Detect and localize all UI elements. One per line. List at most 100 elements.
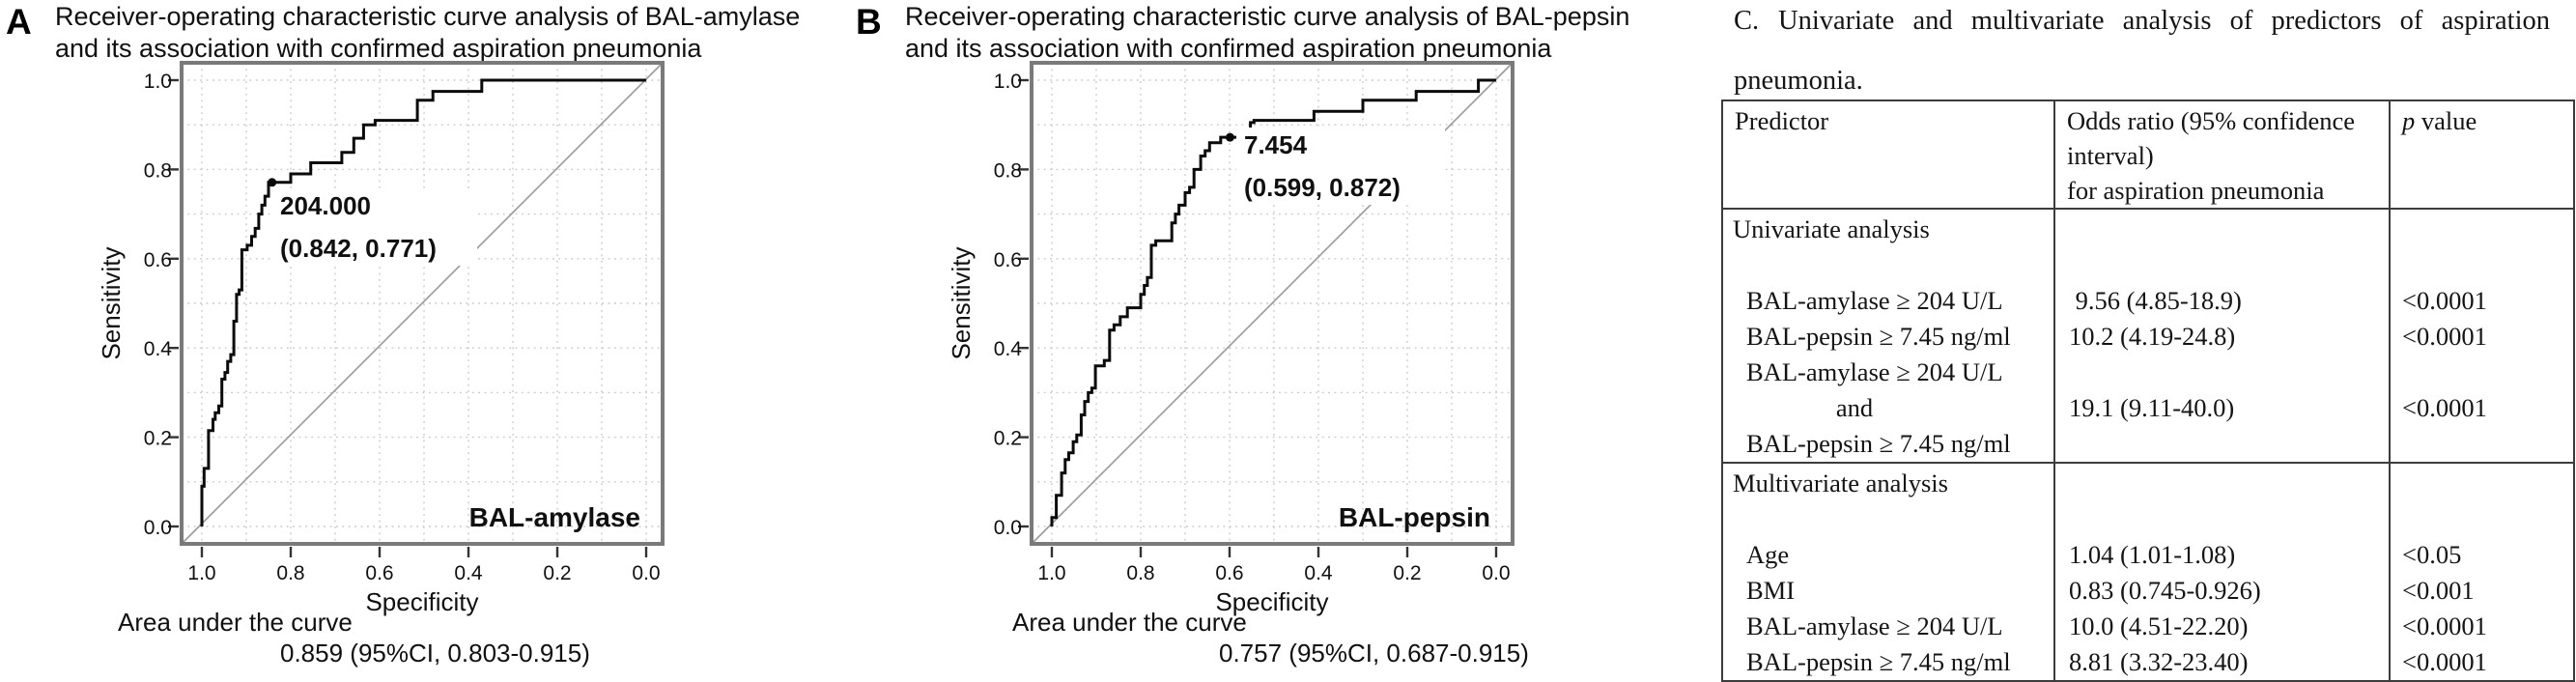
panel-a-title-line2: and its association with confirmed aspir… (55, 34, 702, 63)
odds-ratio-value: 9.56 (4.85-18.9) (2069, 286, 2242, 315)
predictor-line: BAL-amylase ≥ 204 U/L (1746, 611, 2003, 640)
p-value: <0.001 (2402, 576, 2475, 605)
x-tick-label: 0.8 (276, 562, 304, 584)
predictor-line: and (1835, 393, 1874, 422)
plot-frame (180, 61, 665, 546)
y-tick-label: 0.8 (994, 159, 1022, 182)
series-label: BAL-pepsin (1339, 502, 1490, 532)
annotation-backing (272, 188, 477, 266)
y-axis-title: Sensitivity (947, 246, 976, 359)
section-p-value-cell: <0.05 <0.001 <0.0001 <0.0001 (2389, 462, 2575, 682)
predictor-line: Age (1746, 540, 1790, 569)
predictor-line: BAL-pepsin ≥ 7.45 ng/ml (1746, 322, 2011, 351)
cutoff-coords-label: (0.599, 0.872) (1244, 173, 1401, 202)
spacer-line (2055, 466, 2389, 501)
x-tick-label: 0.8 (1126, 562, 1154, 584)
odds-ratio-value: 19.1 (9.11-40.0) (2069, 393, 2235, 422)
panel-b-title: Receiver-operating characteristic curve … (905, 1, 1678, 65)
p-value: <0.0001 (2402, 393, 2487, 422)
y-tick-label: 0.0 (994, 517, 1022, 539)
predictors-table: Predictor Odds ratio (95% confidence int… (1721, 99, 2575, 682)
table-header-row: Predictor Odds ratio (95% confidence int… (1721, 99, 2575, 210)
p-value: <0.0001 (2402, 647, 2487, 676)
spacer-line (2391, 212, 2573, 247)
predictor-line: BAL-amylase ≥ 204 U/L (1746, 357, 2003, 386)
table-section-row: Multivariate analysis Age BMI BAL-amylase ≥… (1721, 462, 2575, 682)
x-tick-label: 0.2 (1393, 562, 1421, 584)
header-cell-odds-ratio: Odds ratio (95% confidence interval) for… (2053, 99, 2391, 210)
spacer-line (2391, 247, 2573, 283)
y-tick-label: 0.6 (994, 249, 1022, 271)
x-tick-label: 1.0 (187, 562, 215, 584)
cutoff-value-label: 204.000 (280, 191, 371, 220)
section-odds-ratio-cell: 9.56 (4.85-18.9) 10.2 (4.19-24.8) 19.1 (9.… (2053, 208, 2391, 464)
axis-ticks (168, 78, 648, 557)
spacer-line (2055, 247, 2389, 283)
auc-label: Area under the curve (1012, 608, 1247, 637)
spacer-line (2055, 426, 2389, 462)
spacer-line (2391, 426, 2573, 462)
section-odds-ratio-cell: 1.04 (1.01-1.08) 0.83 (0.745-0.926) 10.0 (… (2053, 462, 2391, 682)
cutoff-coords-label: (0.842, 0.771) (280, 234, 437, 263)
x-axis-title: Specificity (365, 587, 478, 616)
y-tick-label: 0.8 (144, 159, 172, 182)
spacer-line (2055, 355, 2389, 390)
predictor-line: BAL-pepsin ≥ 7.45 ng/ml (1746, 429, 2011, 458)
cutoff-marker (268, 178, 277, 187)
table-title-line2: pneumonia. (1734, 66, 1863, 96)
plot-frame (1030, 61, 1514, 546)
x-tick-label: 0.0 (632, 562, 660, 584)
y-tick-label: 1.0 (144, 71, 172, 93)
section-predictor-cell: Multivariate analysis Age BMI BAL-amylase ≥… (1721, 462, 2055, 682)
p-value: <0.0001 (2402, 611, 2487, 640)
panel-c-predictor-table: C. Univariate and multivariate analysis o… (1721, 0, 2575, 682)
spacer-line (2055, 501, 2389, 537)
spacer-line (2055, 212, 2389, 247)
panel-a-title-line1: Receiver-operating characteristic curve … (55, 2, 801, 31)
roc-curve-bal-amylase (200, 78, 646, 526)
cutoff-marker (1225, 132, 1234, 142)
odds-ratio-value: 0.83 (0.745-0.926) (2069, 576, 2261, 605)
auc-value: 0.859 (95%CI, 0.803-0.915) (280, 639, 590, 668)
y-tick-label: 1.0 (994, 71, 1022, 93)
p-value: <0.0001 (2402, 286, 2487, 315)
y-tick-label: 0.0 (144, 517, 172, 539)
x-tick-label: 1.0 (1037, 562, 1065, 584)
y-tick-label: 0.4 (144, 338, 173, 360)
y-tick-label: 0.6 (144, 249, 172, 271)
odds-ratio-value: 8.81 (3.32-23.40) (2069, 647, 2249, 676)
header-cell-p-value: p value (2389, 99, 2575, 210)
predictor-line: BAL-amylase ≥ 204 U/L (1746, 286, 2003, 315)
annotation-backing (1236, 128, 1445, 205)
predictor-line: BMI (1746, 576, 1796, 605)
y-tick-label: 0.4 (994, 338, 1023, 360)
series-label: BAL-amylase (469, 502, 640, 532)
panel-a-title: Receiver-operating characteristic curve … (55, 1, 828, 65)
p-value: <0.0001 (2402, 322, 2487, 351)
panel-label-c: C. (1734, 6, 1760, 36)
axis-ticks (1018, 78, 1498, 557)
spacer-line (1723, 247, 2053, 283)
table-section-row: Univariate analysis BAL-amylase ≥ 204 U/L… (1721, 208, 2575, 464)
x-tick-label: 0.4 (1304, 562, 1333, 584)
panel-b-title-line2: and its association with confirmed aspir… (905, 34, 1552, 63)
spacer-line (1723, 501, 2053, 537)
spacer-line (2391, 501, 2573, 537)
header-cell-predictor: Predictor (1721, 99, 2055, 210)
y-axis-title: Sensitivity (97, 246, 126, 359)
table-title: C. Univariate and multivariate analysis o… (1734, 5, 2550, 98)
panel-label-a: A (6, 2, 32, 42)
spacer-line (2391, 466, 2573, 501)
roc-plot-bal-amylase: 204.000 (0.842, 0.771) BAL-amylase 1.0 0.8 0.… (97, 61, 665, 616)
x-tick-label: 0.4 (454, 562, 483, 584)
p-value: <0.05 (2402, 540, 2462, 569)
cutoff-value-label: 7.454 (1244, 130, 1308, 159)
diagonal-reference-line (181, 62, 664, 545)
panel-b-roc-bal-pepsin: B Receiver-operating characteristic curv… (850, 0, 1686, 678)
x-tick-label: 0.0 (1482, 562, 1510, 584)
panel-b-title-line1: Receiver-operating characteristic curve … (905, 2, 1630, 31)
odds-ratio-value: 1.04 (1.01-1.08) (2069, 540, 2236, 569)
auc-value: 0.757 (95%CI, 0.687-0.915) (1219, 639, 1529, 668)
table-title-line1: C. Univariate and multivariate analysis o… (1734, 6, 2550, 36)
